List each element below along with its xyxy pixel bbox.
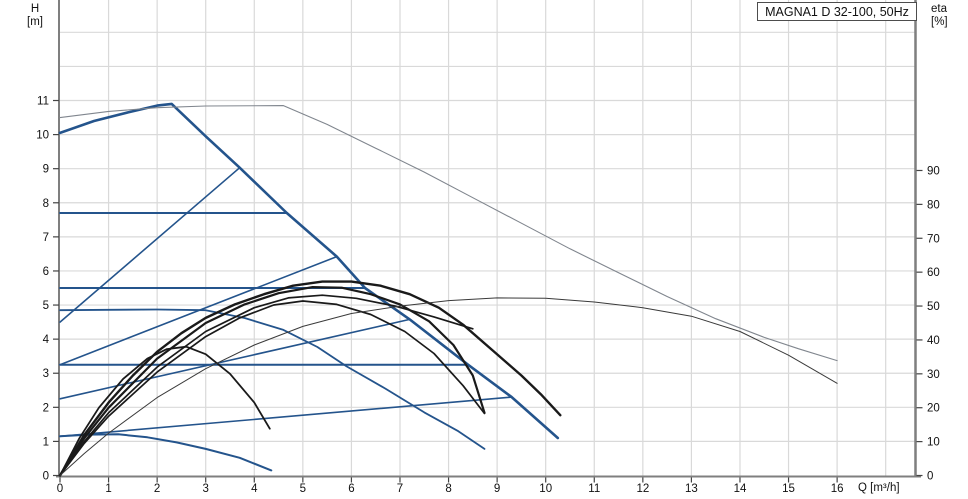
eta-axis-tick-label: 0 [927, 471, 933, 483]
chart-title: MAGNA1 D 32-100, 50Hz [765, 4, 909, 19]
q-axis-tick-label: 14 [734, 483, 747, 495]
series-eta-prop-pressure [59, 300, 486, 477]
h-axis-tick-label: 0 [43, 471, 49, 483]
eta-axis-tick-label: 70 [927, 233, 940, 245]
q-axis-tick-label: 13 [685, 483, 698, 495]
h-axis-tick-label: 10 [36, 130, 49, 142]
q-axis-tick-label: 1 [105, 483, 111, 495]
series-prop-pressure-line-3-25 [59, 255, 338, 366]
series-eta-ii [58, 286, 486, 477]
h-axis-tick-label: 5 [43, 300, 49, 312]
series-min-curve [59, 433, 273, 472]
h-axis-tick-label: 1 [43, 436, 49, 448]
q-axis-tick-label: 15 [782, 483, 795, 495]
q-axis-tick-label: 6 [348, 483, 354, 495]
series-prop-pressure-line-4-5 [59, 166, 241, 323]
q-axis-tick-label: 8 [445, 483, 451, 495]
x-axis-title: Q [m³/h] [858, 482, 900, 494]
h-axis-tick-label: 9 [43, 164, 49, 176]
eta-axis-tick-label: 80 [927, 199, 940, 211]
eta-axis-tick-label: 60 [927, 267, 940, 279]
eta-axis-tick-label: 50 [927, 301, 940, 313]
q-axis-tick-label: 2 [154, 483, 160, 495]
series-twin-max-curve [59, 105, 838, 362]
series-max-curve [58, 102, 560, 440]
eta-axis-tick-label: 10 [927, 437, 940, 449]
eta-axis-tick-label: 20 [927, 403, 940, 415]
chart-title-box: MAGNA1 D 32-100, 50Hz [757, 2, 917, 21]
q-axis-tick-label: 12 [636, 483, 649, 495]
right-axis-title: eta [%] [931, 3, 948, 28]
series-prop-pressure-line-2-25 [59, 318, 411, 400]
eta-axis-tick-label: 90 [927, 165, 940, 177]
series-eta-max [58, 280, 562, 477]
h-axis-tick-label: 6 [43, 266, 49, 278]
series-eta-twin [59, 297, 838, 476]
h-axis-tick-label: 8 [43, 198, 49, 210]
series-curve-ii [59, 308, 486, 450]
h-axis-tick-label: 11 [37, 96, 49, 108]
q-axis-tick-label: 3 [203, 483, 209, 495]
series-eta-min [59, 345, 271, 477]
series-eta-const-pressure [59, 294, 474, 477]
series-prop-pressure-line-1-15 [59, 396, 513, 438]
left-axis-title: H [m] [27, 3, 43, 28]
q-axis-tick-label: 10 [539, 483, 552, 495]
eta-axis-tick-label: 40 [927, 335, 940, 347]
eta-axis-tick-label: 30 [927, 369, 940, 381]
q-axis-tick-label: 4 [251, 483, 258, 495]
q-axis-tick-label: 0 [57, 483, 63, 495]
q-axis-tick-label: 5 [300, 483, 306, 495]
q-axis-tick-label: 7 [397, 483, 403, 495]
q-axis-tick-label: 11 [588, 483, 600, 495]
q-axis-tick-label: 16 [831, 483, 844, 495]
h-axis-tick-label: 3 [43, 368, 49, 380]
h-axis-tick-label: 2 [43, 402, 49, 414]
h-axis-tick-label: 7 [43, 232, 49, 244]
q-axis-tick-label: 9 [494, 483, 500, 495]
h-axis-tick-label: 4 [43, 334, 50, 346]
